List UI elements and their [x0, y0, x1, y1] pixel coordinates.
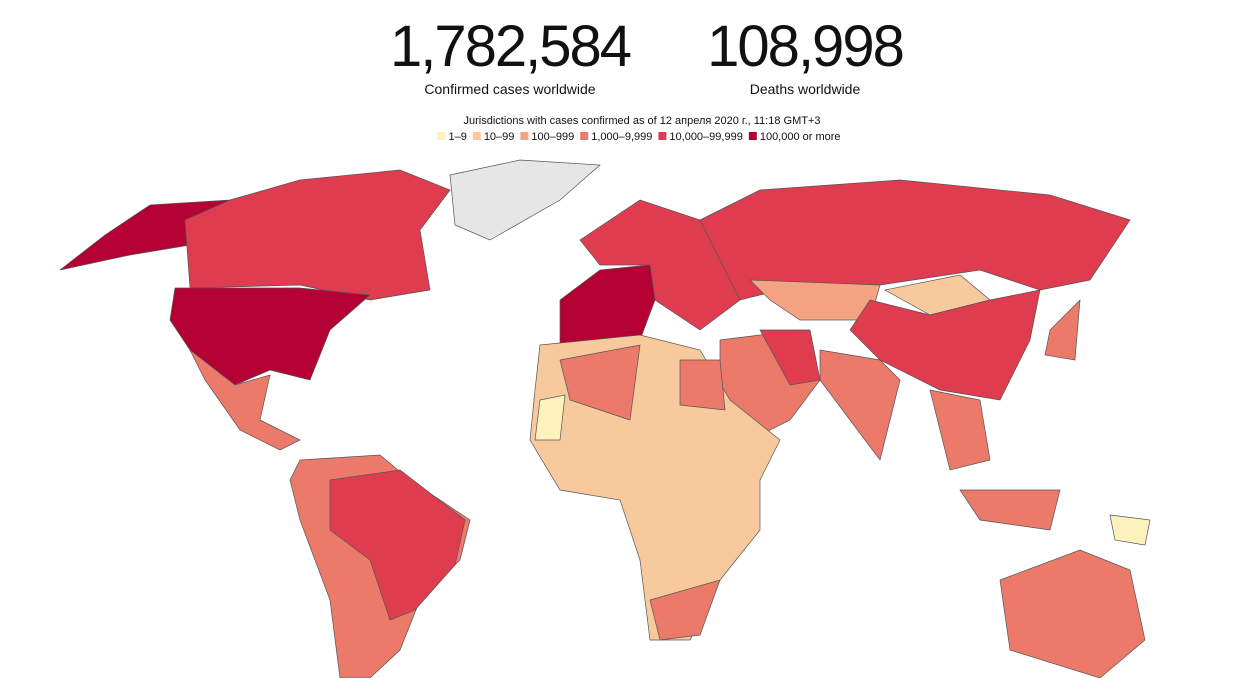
mexico	[189, 349, 301, 451]
legend-label: 10–99	[484, 131, 515, 143]
deaths-label: Deaths worldwide	[750, 81, 861, 97]
egypt	[679, 359, 726, 411]
papua	[1109, 514, 1151, 546]
legend-label: 1,000–9,999	[591, 131, 652, 143]
legend-swatch	[472, 132, 481, 140]
algeria	[559, 344, 641, 421]
deaths-number: 108,998	[707, 14, 903, 79]
india	[819, 349, 901, 461]
legend: 1–9 10–99 100–999 1,000–9,999 10,000–99,999 1…	[437, 131, 841, 143]
legend-swatch	[748, 132, 757, 140]
legend-label: 10,000–99,999	[669, 131, 742, 143]
legend-swatch	[437, 132, 446, 140]
legend-swatch	[658, 132, 667, 140]
central-asia	[749, 279, 881, 321]
canada	[184, 169, 451, 301]
australia	[999, 549, 1146, 678]
cases-number: 1,782,584	[390, 14, 631, 79]
cases-label: Confirmed cases worldwide	[424, 81, 595, 97]
indonesia	[959, 489, 1061, 531]
china	[849, 289, 1041, 401]
legend-swatch	[580, 132, 589, 140]
legend-swatch	[520, 132, 529, 140]
usa	[169, 287, 371, 386]
south-africa	[649, 579, 721, 641]
japan	[1044, 299, 1081, 361]
iran	[759, 329, 821, 386]
sahel	[534, 394, 566, 441]
legend-label: 100,000 or more	[760, 131, 841, 143]
greenland	[449, 159, 601, 241]
legend-label: 100–999	[531, 131, 574, 143]
southeast-asia	[929, 389, 991, 471]
brazil	[329, 469, 466, 621]
legend-label: 1–9	[448, 131, 466, 143]
legend-title: Jurisdictions with cases confirmed as of…	[463, 115, 820, 127]
eastern-europe	[579, 199, 741, 331]
western-europe	[559, 264, 656, 346]
world-map	[59, 159, 1151, 678]
